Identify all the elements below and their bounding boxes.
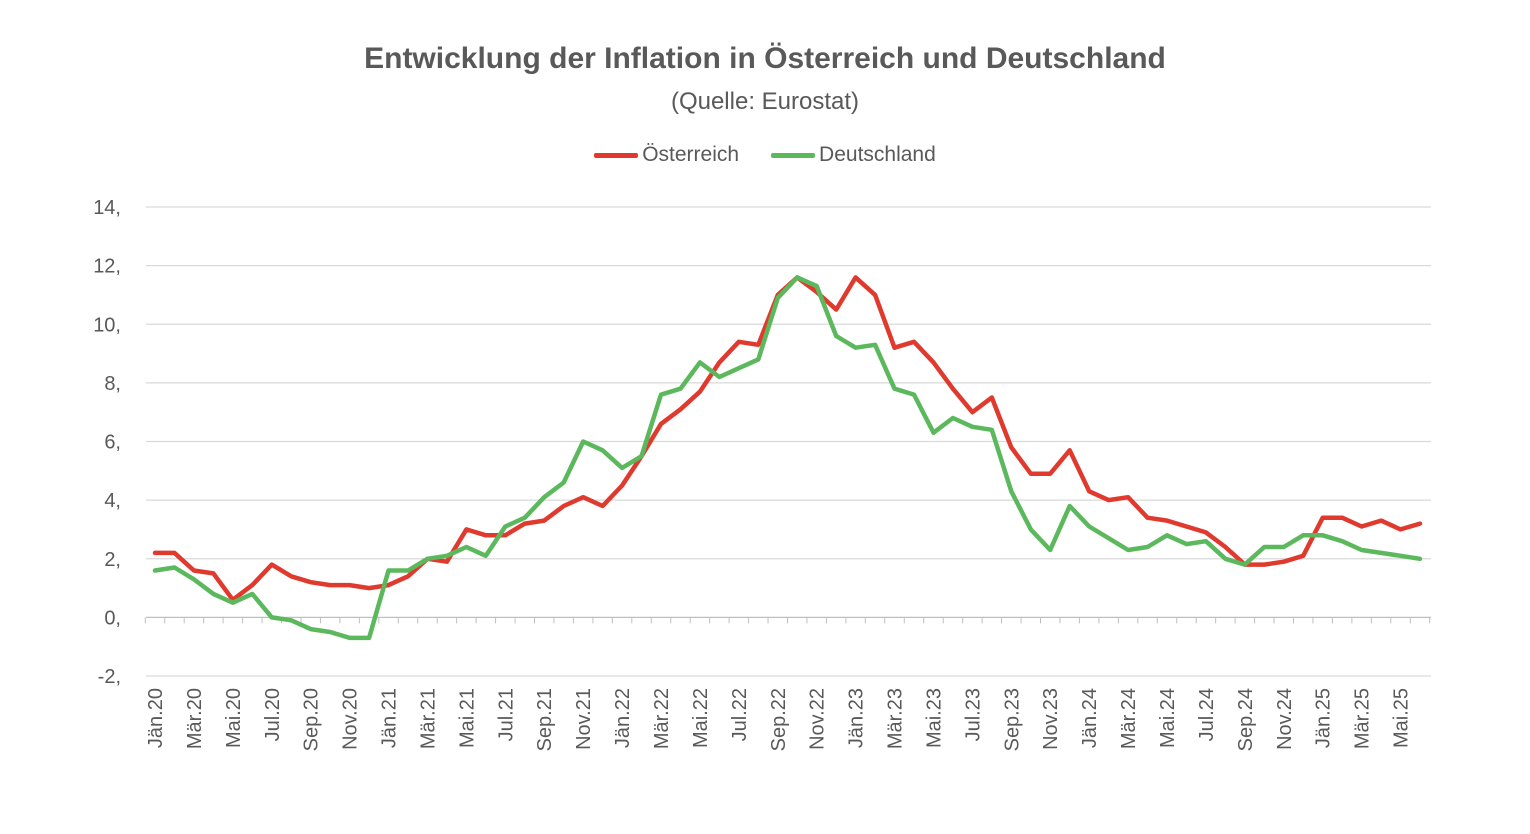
x-tick-label: Mai.24 xyxy=(1157,688,1179,748)
x-tick-label: Jul.20 xyxy=(262,688,284,741)
y-tick-label: 6, xyxy=(104,432,121,454)
legend-swatch-oesterreich xyxy=(594,152,639,158)
x-tick-label: Mär.21 xyxy=(417,688,439,749)
series-line-deutschland xyxy=(152,275,1423,641)
x-tick-label: Nov.21 xyxy=(573,688,595,750)
x-tick-label: Mär.25 xyxy=(1352,688,1374,749)
y-tick-label: 2, xyxy=(104,549,121,571)
legend-item-oesterreich: Österreich xyxy=(594,143,739,167)
x-tick-label: Jän.25 xyxy=(1313,688,1335,748)
y-tick-label: -2, xyxy=(98,666,121,688)
legend-swatch-deutschland xyxy=(771,152,816,158)
x-tick-label: Jul.22 xyxy=(729,688,751,741)
x-tick-label: Jän.21 xyxy=(379,688,401,748)
legend-label-oesterreich: Österreich xyxy=(642,143,740,166)
x-tick-label: Mär.20 xyxy=(184,688,206,749)
x-tick-label: Mai.25 xyxy=(1391,688,1413,748)
x-tick-label: Mai.20 xyxy=(223,688,245,748)
y-tick-label: 0, xyxy=(104,607,121,629)
x-tick-label: Sep.24 xyxy=(1235,688,1257,751)
x-tick-label: Mär.22 xyxy=(651,688,673,749)
legend-item-deutschland: Deutschland xyxy=(771,143,936,167)
x-tick-label: Jul.23 xyxy=(962,688,984,741)
x-tick-label: Nov.24 xyxy=(1274,688,1296,750)
x-tick-label: Jän.22 xyxy=(612,688,634,748)
legend: Österreich Deutschland xyxy=(0,143,1530,167)
x-tick-label: Mai.23 xyxy=(923,688,945,748)
chart-title: Entwicklung der Inflation in Österreich … xyxy=(364,42,1166,75)
x-tick-label: Sep.22 xyxy=(768,688,790,751)
x-tick-label: Nov.22 xyxy=(807,688,829,750)
legend-label-deutschland: Deutschland xyxy=(819,143,936,166)
y-tick-label: 10, xyxy=(93,314,121,336)
x-tick-label: Jul.21 xyxy=(495,688,517,741)
x-tick-label: Sep.23 xyxy=(1001,688,1023,751)
y-tick-label: 8, xyxy=(104,373,121,395)
y-tick-label: 14, xyxy=(93,197,121,219)
x-tick-label: Sep.21 xyxy=(534,688,556,751)
x-tick-label: Jän.20 xyxy=(145,688,167,748)
y-tick-label: 4, xyxy=(104,490,121,512)
x-tick-label: Mai.21 xyxy=(456,688,478,748)
x-tick-label: Mär.24 xyxy=(1118,688,1140,749)
x-tick-label: Mai.22 xyxy=(690,688,712,748)
x-tick-label: Nov.23 xyxy=(1040,688,1062,750)
x-tick-label: Jän.24 xyxy=(1079,688,1101,748)
y-tick-label: 12, xyxy=(93,256,121,278)
x-tick-label: Mär.23 xyxy=(885,688,907,749)
x-tick-label: Nov.20 xyxy=(340,688,362,750)
x-tick-label: Jul.24 xyxy=(1196,688,1218,741)
chart-subtitle: (Quelle: Eurostat) xyxy=(670,88,860,115)
series-line-oesterreich xyxy=(152,275,1423,603)
x-tick-label: Sep.20 xyxy=(301,688,323,751)
x-tick-label: Jän.23 xyxy=(846,688,868,748)
